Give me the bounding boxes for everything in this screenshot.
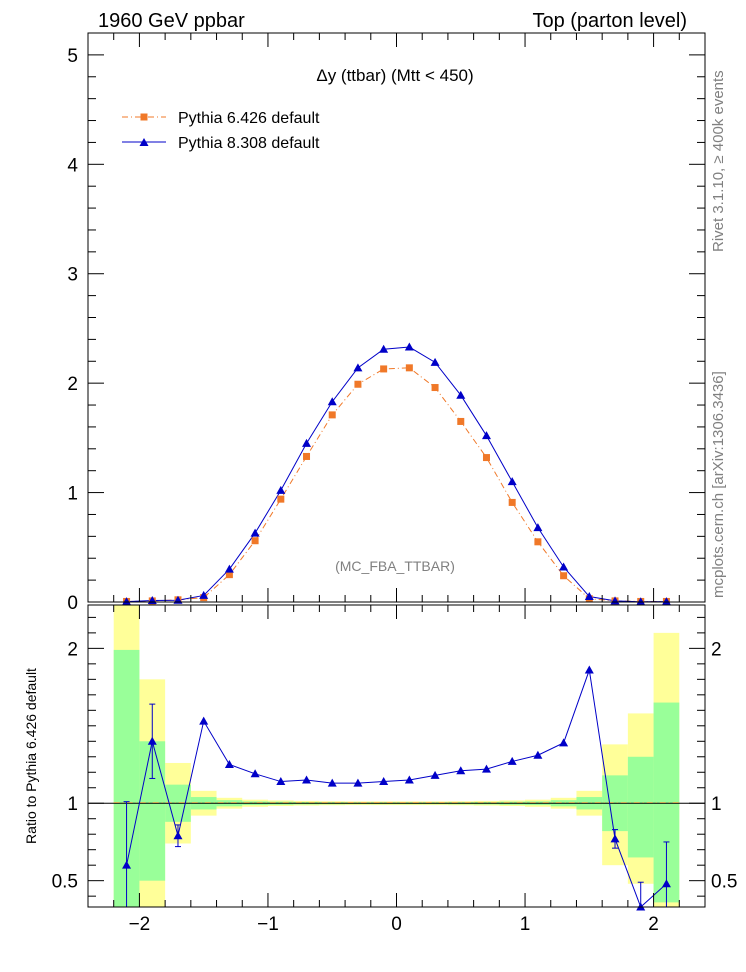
y-tick-label-right: 2 [711,639,722,660]
point-pythia8 [584,592,594,601]
ratio-axes: −2 −1 0 1 2 0.5 0.5 1 1 2 2 [52,605,737,935]
point-pythia8 [353,363,363,372]
y-tick-label: 0 [67,593,78,614]
x-tick-label: 0 [391,914,402,935]
point-pythia6 [534,538,542,546]
ratio-point-pythia8 [404,775,414,784]
y-tick-label: 2 [67,639,78,660]
ratio-point-pythia8 [430,770,440,779]
point-pythia6 [354,380,362,388]
ratio-point-pythia8 [610,834,620,843]
y-tick-label-right: 0.5 [711,872,737,893]
point-pythia8 [661,597,671,606]
point-pythia6 [482,454,490,462]
x-tick-label: 1 [520,914,531,935]
point-pythia8 [404,342,414,351]
legend-pythia8-label: Pythia 8.308 default [178,135,320,152]
x-tick-label: 2 [648,914,659,935]
ratio-point-pythia8 [302,775,312,784]
y-tick-label: 3 [67,265,78,286]
ratio-data-layer [88,605,705,911]
mcplots-reference-label: mcplots.cern.ch [arXiv:1306.3436] [710,371,727,598]
legend-entry-pythia6: Pythia 6.426 default [122,110,320,127]
point-pythia8 [456,390,466,399]
point-pythia8 [250,528,260,537]
legend: Pythia 6.426 default Pythia 8.308 defaul… [122,110,320,152]
point-pythia8 [276,485,286,494]
series-line-pythia6 [126,367,667,602]
y-tick-label: 5 [67,46,78,67]
legend-pythia6-marker [140,113,148,121]
point-pythia6 [328,411,336,419]
point-pythia6 [380,365,388,373]
header-energy-label: 1960 GeV ppbar [98,10,245,32]
ratio-point-pythia8 [276,777,286,786]
ratio-point-pythia8 [507,756,517,765]
point-pythia8 [122,597,132,606]
main-chart-title: Δy (ttbar) (Mtt < 450) [316,66,473,85]
ratio-point-pythia8 [481,764,491,773]
series-line-pythia8 [126,346,667,603]
analysis-watermark: (MC_FBA_TTBAR) [335,558,455,574]
y-tick-label: 0.5 [52,872,78,893]
point-pythia6 [431,384,439,392]
point-pythia8 [481,431,491,440]
point-pythia6 [277,495,285,503]
ratio-panel: −2 −1 0 1 2 0.5 0.5 1 1 2 2 Ratio to Pythia 6.426 … [23,604,737,935]
legend-pythia6-label: Pythia 6.426 default [178,110,320,127]
band-inner [627,756,654,858]
ratio-point-pythia8 [147,736,157,745]
ratio-y-axis-label: Ratio to Pythia 6.426 default [23,668,39,844]
point-pythia8 [430,357,440,366]
x-tick-label: −2 [129,914,151,935]
main-axes: 0 1 2 3 4 5 [67,32,706,614]
ratio-point-pythia8 [224,760,234,769]
point-pythia6 [251,537,259,545]
point-pythia8 [379,344,389,353]
point-pythia8 [224,564,234,573]
rivet-version-label: Rivet 3.1.10, ≥ 400k events [710,70,727,252]
x-tick-label: −1 [257,914,279,935]
ratio-point-pythia8 [661,879,671,888]
legend-entry-pythia8: Pythia 8.308 default [122,135,320,152]
point-pythia6 [225,571,233,579]
point-pythia8 [302,438,312,447]
ratio-point-pythia8 [353,778,363,787]
ratio-point-pythia8 [456,766,466,775]
ratio-point-pythia8 [250,769,260,778]
point-pythia6 [560,572,568,580]
point-pythia6 [405,364,413,372]
y-tick-label: 2 [67,374,78,395]
ratio-point-pythia8 [173,831,183,840]
point-pythia8 [327,397,337,406]
point-pythia6 [303,452,311,460]
point-pythia8 [559,562,569,571]
ratio-point-pythia8 [379,777,389,786]
ratio-point-pythia8 [584,665,594,674]
point-pythia6 [508,498,516,506]
ratio-point-pythia8 [559,738,569,747]
ratio-point-pythia8 [533,750,543,759]
y-tick-label: 1 [67,484,78,505]
y-tick-label-right: 1 [711,794,722,815]
y-tick-label: 4 [67,155,78,176]
legend-pythia8-marker [139,138,149,146]
point-pythia8 [199,590,209,599]
ratio-point-pythia8 [122,860,132,869]
point-pythia8 [636,597,646,606]
point-pythia8 [533,523,543,532]
main-panel: 0 1 2 3 4 5 Δy (ttbar) (Mtt < 450) (MC_FBA_TT… [67,32,706,614]
ratio-point-pythia8 [199,716,209,725]
point-pythia8 [507,477,517,486]
ratio-point-pythia8 [327,778,337,787]
y-tick-label: 1 [67,794,78,815]
ratio-line-pythia8 [126,669,667,908]
point-pythia6 [457,417,465,425]
header-process-label: Top (parton level) [532,10,687,32]
